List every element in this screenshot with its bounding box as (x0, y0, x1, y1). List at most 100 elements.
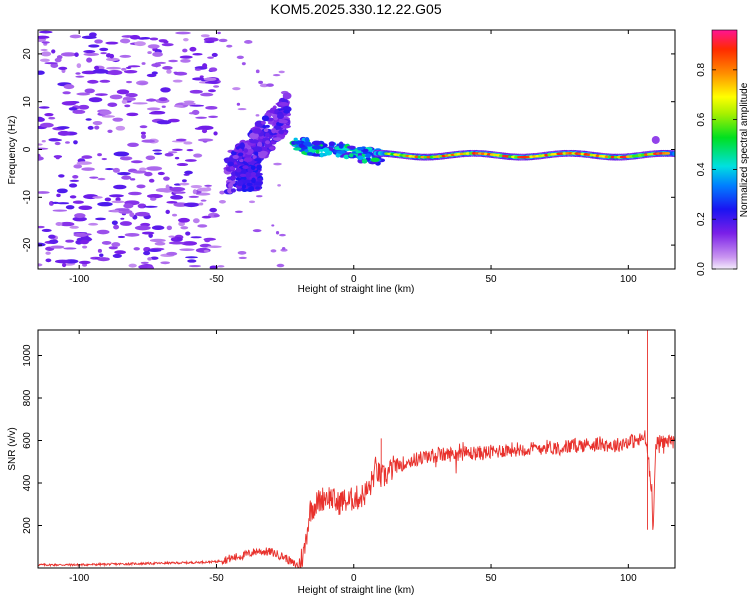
heatmap-cell (119, 156, 133, 161)
heatmap-cell (116, 89, 130, 95)
heatmap-cell (163, 40, 169, 44)
colorbar-tick-label: 0.8 (696, 62, 707, 76)
heatmap-cell (325, 151, 330, 156)
heatmap-cell (180, 58, 191, 63)
heatmap-cell (204, 238, 211, 243)
heatmap-cell (311, 153, 321, 157)
heatmap-cell (58, 174, 65, 178)
heatmap-cell (166, 201, 178, 204)
heatmap-cell (181, 241, 198, 246)
heatmap-cell (65, 239, 75, 243)
heatmap-cell (113, 224, 120, 230)
spectrogram-x-tick-label: 100 (620, 274, 637, 285)
heatmap-cell (88, 222, 99, 226)
heatmap-cell (213, 214, 220, 218)
heatmap-cell (186, 149, 194, 152)
heatmap-cell (157, 171, 165, 176)
heatmap-cell (176, 163, 189, 167)
heatmap-cell (147, 44, 160, 49)
heatmap-cell (227, 157, 235, 163)
heatmap-cell (38, 117, 45, 122)
heatmap-cell (202, 63, 208, 69)
spectrogram-x-axis-label: Height of straight line (km) (298, 284, 415, 295)
heatmap-cell (236, 187, 243, 192)
heatmap-cell (40, 51, 52, 57)
heatmap-cell (250, 165, 256, 171)
heatmap-cell (55, 155, 60, 160)
spectrogram-x-tick-label: 0 (351, 274, 357, 285)
heatmap-cell (209, 265, 218, 269)
snr-x-ticks: -100 -50 0 50 100 (69, 330, 637, 584)
heatmap-cell (173, 190, 182, 194)
heatmap-cell (61, 101, 77, 106)
heatmap-cell (38, 143, 43, 146)
heatmap-cell (168, 235, 176, 238)
heatmap-cell (92, 120, 103, 126)
heatmap-cell (72, 175, 79, 179)
heatmap-cell (74, 213, 86, 219)
heatmap-cell (336, 150, 346, 154)
heatmap-cell (278, 119, 289, 124)
heatmap-cell (143, 205, 158, 208)
heatmap-cell (304, 137, 310, 143)
heatmap-cell (124, 104, 131, 108)
heatmap-cell (218, 200, 226, 204)
heatmap-cell (182, 102, 196, 106)
heatmap-cell (144, 171, 153, 177)
heatmap-cell (263, 128, 269, 133)
heatmap-cell (136, 184, 146, 189)
heatmap-cell (97, 257, 110, 262)
heatmap-cell (161, 105, 166, 108)
heatmap-cell (107, 102, 118, 107)
heatmap-cell (130, 178, 136, 181)
heatmap-cell (44, 112, 54, 117)
heatmap-cell (101, 241, 112, 245)
heatmap-cell (211, 52, 218, 58)
snr-y-tick-label: 800 (22, 389, 33, 406)
heatmap-cell (81, 245, 88, 249)
heatmap-cell (248, 148, 254, 154)
snr-panel: -100 -50 0 50 100 200 400 600 800 1000 Height of… (7, 329, 676, 596)
colorbar-tick-label: 0.6 (696, 112, 707, 126)
heatmap-cell (63, 84, 75, 90)
heatmap-cell (55, 222, 63, 226)
heatmap-cell (232, 164, 238, 168)
heatmap-cell (201, 215, 212, 219)
heatmap-cell (179, 248, 195, 251)
heatmap-cell (107, 129, 113, 133)
heatmap-cell (65, 205, 75, 210)
heatmap-cell (183, 202, 199, 208)
heatmap-cell (121, 99, 128, 104)
heatmap-cell (153, 152, 163, 155)
heatmap-cell (48, 234, 56, 239)
colorbar-tick-label: 0.4 (696, 162, 707, 176)
snr-y-ticks: 200 400 600 800 1000 (22, 344, 675, 534)
heatmap-cell (183, 141, 193, 145)
heatmap-cell (114, 208, 130, 211)
heatmap-cell (38, 70, 45, 75)
heatmap-cell (126, 112, 139, 117)
heatmap-cell (140, 261, 149, 264)
heatmap-cell (246, 182, 253, 187)
heatmap-cell (110, 209, 120, 213)
heatmap-cell (68, 183, 78, 188)
heatmap-cell (249, 139, 259, 144)
heatmap-cell (38, 191, 50, 194)
heatmap-cell (99, 79, 111, 83)
heatmap-cell (147, 248, 162, 252)
heatmap-cell (65, 141, 70, 144)
heatmap-cell (50, 62, 59, 69)
heatmap-cell (241, 62, 246, 66)
heatmap-cell (241, 184, 247, 189)
colorbar-gradient (712, 30, 737, 269)
heatmap-cell (249, 185, 255, 192)
heatmap-cell (244, 172, 252, 177)
heatmap-cell (134, 41, 146, 47)
heatmap-cell (252, 154, 257, 160)
heatmap-cell (192, 218, 200, 224)
heatmap-cell (191, 109, 200, 115)
spectrogram-x-tick-label: 50 (485, 274, 497, 285)
heatmap-cell (113, 184, 127, 190)
heatmap-cell (200, 34, 210, 38)
